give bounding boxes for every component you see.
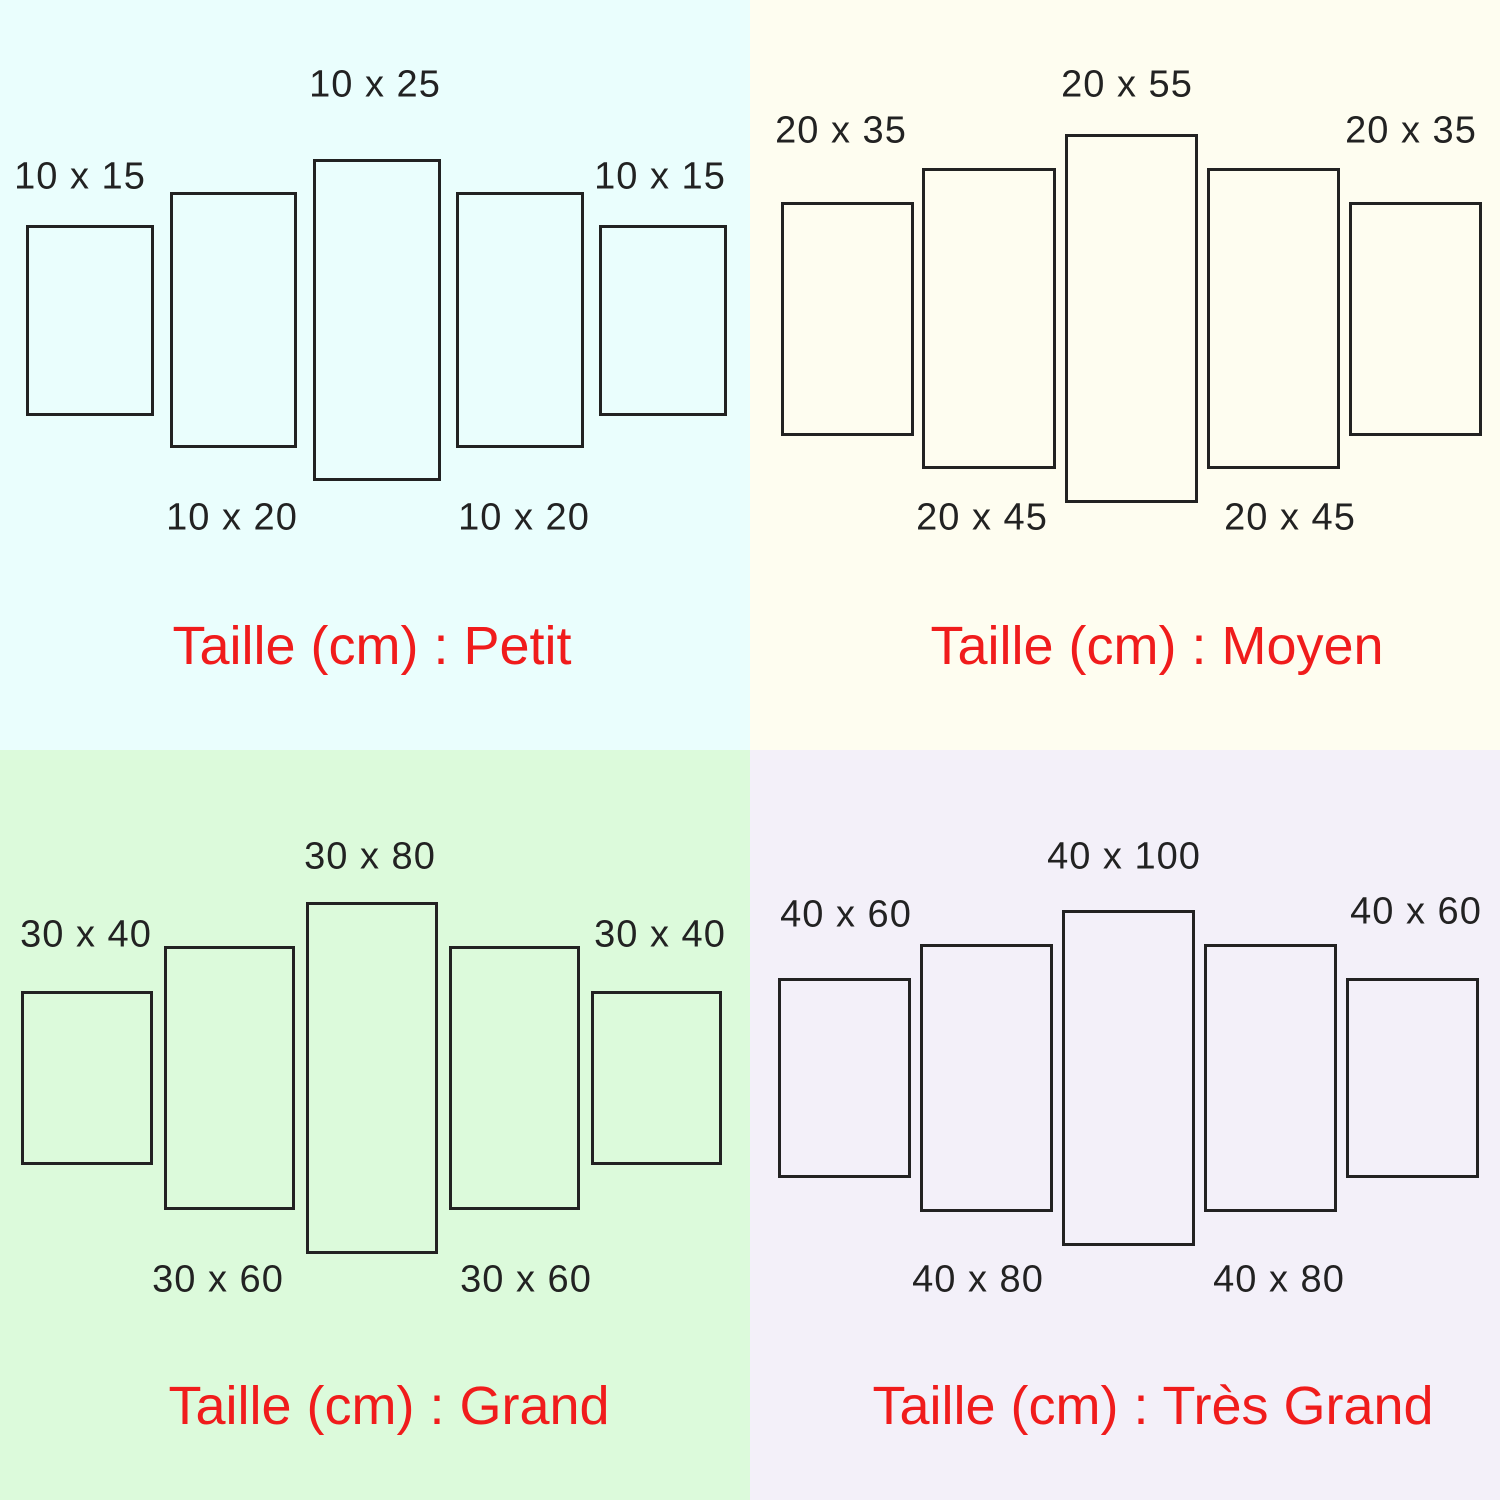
dimension-label: 10 x 20 [458, 496, 590, 539]
size-title: Taille (cm) : Grand [168, 1376, 610, 1436]
panel-petit [0, 0, 750, 750]
canvas-panel-outline-1 [26, 225, 154, 416]
canvas-panel-outline-1 [21, 991, 153, 1165]
canvas-panel-outline-3 [1062, 910, 1195, 1246]
dimension-label: 40 x 60 [1350, 890, 1482, 933]
canvas-panel-outline-4 [1207, 168, 1340, 469]
dimension-label: 20 x 35 [1345, 109, 1477, 152]
dimension-label: 20 x 55 [1061, 63, 1193, 106]
canvas-panel-outline-5 [599, 225, 727, 416]
canvas-panel-outline-2 [920, 944, 1053, 1212]
canvas-panel-outline-1 [781, 202, 914, 436]
dimension-label: 30 x 60 [460, 1258, 592, 1301]
size-title: Taille (cm) : Moyen [930, 616, 1384, 676]
canvas-panel-outline-5 [1346, 978, 1479, 1178]
panel-moyen [750, 0, 1500, 750]
dimension-label: 20 x 35 [775, 109, 907, 152]
dimension-label: 30 x 80 [304, 835, 436, 878]
canvas-panel-outline-3 [313, 159, 441, 481]
dimension-label: 10 x 25 [309, 63, 441, 106]
dimension-label: 20 x 45 [1224, 496, 1356, 539]
canvas-panel-outline-3 [306, 902, 438, 1254]
dimension-label: 10 x 15 [594, 155, 726, 198]
dimension-label: 20 x 45 [916, 496, 1048, 539]
canvas-panel-outline-5 [1349, 202, 1482, 436]
dimension-label: 40 x 100 [1047, 835, 1201, 878]
dimension-label: 40 x 60 [780, 893, 912, 936]
dimension-label: 10 x 15 [14, 155, 146, 198]
dimension-label: 40 x 80 [1213, 1258, 1345, 1301]
size-title: Taille (cm) : Petit [172, 616, 572, 676]
canvas-panel-outline-2 [922, 168, 1056, 469]
canvas-panel-outline-5 [591, 991, 722, 1165]
dimension-label: 10 x 20 [166, 496, 298, 539]
panel-tres-grand [750, 750, 1500, 1500]
canvas-panel-outline-4 [1204, 944, 1337, 1212]
canvas-panel-outline-4 [456, 192, 584, 448]
dimension-label: 30 x 60 [152, 1258, 284, 1301]
canvas-panel-outline-2 [164, 946, 295, 1210]
dimension-label: 30 x 40 [20, 913, 152, 956]
dimension-label: 40 x 80 [912, 1258, 1044, 1301]
canvas-panel-outline-3 [1065, 134, 1198, 503]
canvas-panel-outline-4 [449, 946, 580, 1210]
canvas-panel-outline-2 [170, 192, 297, 448]
dimension-label: 30 x 40 [594, 913, 726, 956]
canvas-panel-outline-1 [778, 978, 911, 1178]
size-title: Taille (cm) : Très Grand [872, 1376, 1434, 1436]
panel-grand [0, 750, 750, 1500]
